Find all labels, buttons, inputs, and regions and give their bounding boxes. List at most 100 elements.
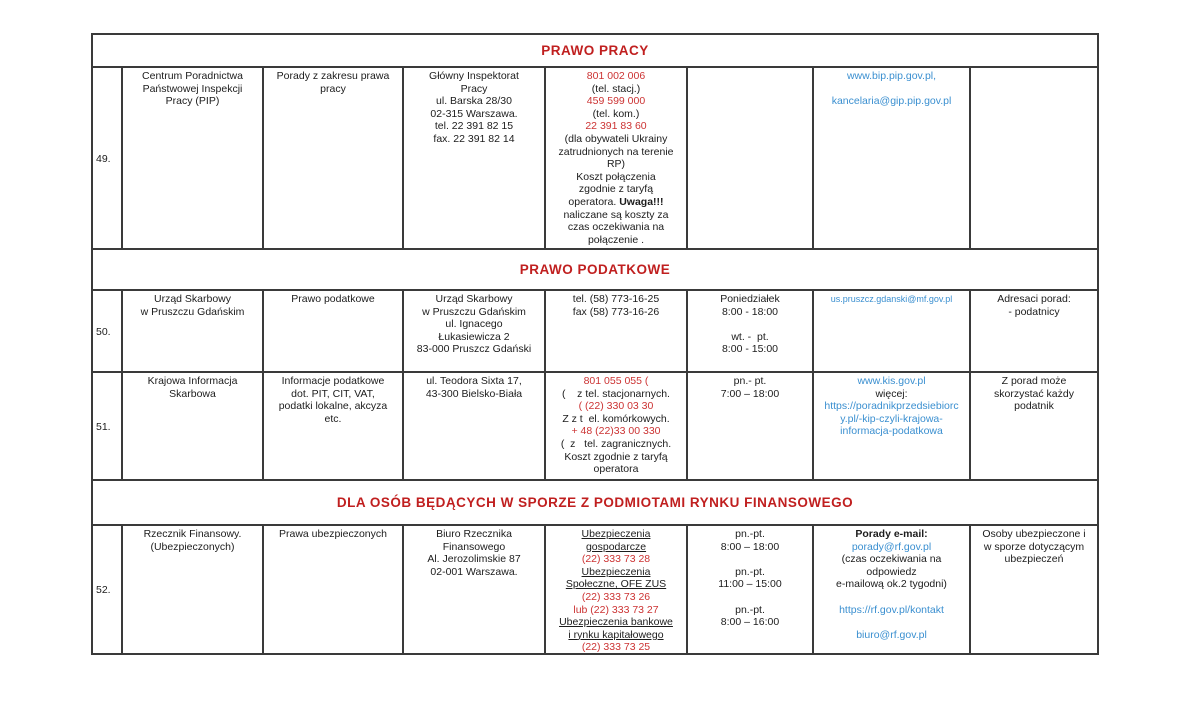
cell-line: ( (22) 330 03 30 — [578, 400, 654, 413]
cell-line: fax (58) 773-16-26 — [572, 305, 660, 318]
cell-line: 8:00 - 18:00 — [721, 305, 779, 318]
cell-institution: Krajowa Informacja Skarbowa — [123, 373, 264, 479]
cell-hours: Poniedziałek 8:00 - 18:00 wt. - pt. 8:00 -… — [688, 291, 814, 371]
cell-line-part: operatora. — [568, 195, 620, 208]
cell-addressees: Z porad może skorzystać każdy podatnik — [971, 373, 1097, 479]
cell-institution: Urząd Skarbowy w Pruszczu Gdańskim — [123, 291, 264, 371]
cell-line: ul. Barska 28/30 — [436, 95, 512, 108]
cell-address: Główny Inspektorat Pracy ul. Barska 28/30 0… — [404, 68, 546, 248]
cell-line: tel. 22 391 82 15 — [434, 120, 514, 133]
cell-line: Prawo podatkowe — [291, 293, 375, 305]
cell-line: Z z t el. komórkowych. — [562, 412, 670, 425]
cell-phone: 801 002 006 (tel. stacj.) 459 599 000 (tel.… — [546, 68, 688, 248]
cell-line: wt. - pt. — [731, 330, 769, 343]
link-text[interactable]: www.bip.pip.gov.pl, — [846, 70, 937, 82]
link-text[interactable]: www.kis.gov.pl — [857, 375, 926, 387]
cell-line: (22) 333 73 26 — [581, 590, 651, 603]
cell-line: + 48 (22)33 00 330 — [571, 425, 661, 438]
cell-hours — [688, 68, 814, 248]
cell-institution: Rzecznik Finansowy. (Ubezpieczonych) — [123, 526, 264, 653]
cell-line: ul. Teodora Sixta 17, — [426, 375, 522, 387]
cell-line: ( z tel. zagranicznych. — [560, 437, 672, 450]
section-title: PRAWO PRACY — [541, 43, 649, 58]
cell-line: Łukasiewicza 2 — [438, 330, 510, 343]
cell-line — [689, 553, 811, 566]
row-number: 51. — [93, 373, 123, 479]
link-text[interactable]: y.pl/-kip-czyli-krajowa- — [840, 412, 943, 425]
cell-line — [815, 616, 968, 629]
cell-line: Porady e-mail: — [855, 528, 928, 540]
cell-line: Ubezpieczenia — [581, 528, 651, 540]
cell-line: odpowiedz — [866, 565, 917, 578]
cell-line: Biuro Rzecznika — [436, 528, 512, 540]
cell-line: i rynku kapitałowego — [568, 628, 664, 641]
cell-addressees — [971, 68, 1097, 248]
cell-line: lub (22) 333 73 27 — [573, 603, 659, 616]
row-number-label: 51. — [96, 420, 111, 433]
cell-line: e-mailową ok.2 tygodni) — [836, 578, 947, 591]
link-text[interactable]: informacja-podatkowa — [840, 425, 943, 438]
cell-line: w Pruszczu Gdańskim — [422, 305, 526, 318]
cell-hours: pn.-pt. 8:00 – 18:00 pn.-pt. 11:00 – 15:00… — [688, 526, 814, 653]
cell-line: Społeczne, OFE ZUS — [565, 578, 667, 591]
cell-scope: Porady z zakresu prawa pracy — [264, 68, 404, 248]
section-header-prawo-podatkowe: PRAWO PODATKOWE — [93, 250, 1097, 291]
link-text[interactable]: biuro@rf.gov.pl — [856, 628, 927, 641]
cell-line: pracy — [320, 82, 346, 95]
row-number: 52. — [93, 526, 123, 653]
cell-line: (tel. kom.) — [592, 107, 640, 120]
cell-phone: Ubezpieczenia gospodarcze (22) 333 73 28 Ub… — [546, 526, 688, 653]
cell-line: operatora — [593, 463, 639, 476]
cell-line: 8:00 – 18:00 — [720, 540, 780, 553]
cell-line: 8:00 - 15:00 — [721, 343, 779, 356]
cell-scope: Informacje podatkowe dot. PIT, CIT, VAT, p… — [264, 373, 404, 479]
section-header-spory-finansowe: DLA OSÓB BĘDĄCYCH W SPORZE Z PODMIOTAMI … — [93, 481, 1097, 526]
row-number-label: 49. — [96, 152, 111, 165]
link-text[interactable]: us.pruszcz.gdanski@mf.gov.pl — [830, 294, 953, 304]
link-text[interactable]: https://rf.gov.pl/kontakt — [839, 603, 944, 616]
cell-line: (22) 333 73 25 — [581, 641, 651, 653]
cell-line: podatnik — [1014, 400, 1054, 413]
cell-scope: Prawo podatkowe — [264, 291, 404, 371]
cell-line: fax. 22 391 82 14 — [433, 132, 515, 145]
cell-line: pn.- pt. — [733, 375, 767, 387]
link-text[interactable]: kancelaria@gip.pip.gov.pl — [831, 95, 952, 108]
cell-line: Osoby ubezpieczone i — [982, 528, 1086, 540]
cell-line: Rzecznik Finansowy. — [143, 528, 242, 540]
link-text[interactable]: porady@rf.gov.pl — [851, 540, 932, 553]
cell-line: Finansowego — [442, 540, 506, 553]
cell-phone: 801 055 055 (( z tel. stacjonarnych.( (2… — [546, 373, 688, 479]
cell-line: 02-315 Warszawa. — [430, 107, 518, 120]
cell-line: ubezpieczeń — [1004, 553, 1064, 566]
cell-address: Urząd Skarbowy w Pruszczu Gdańskim ul. Ign… — [404, 291, 546, 371]
link-text[interactable]: https://poradnikprzedsiebiorc — [824, 400, 959, 413]
cell-contact: www.kis.gov.pl więcej: https://poradnikprz… — [814, 373, 971, 479]
cell-line: gospodarcze — [585, 540, 647, 553]
cell-line: pn.-pt. — [735, 528, 765, 540]
cell-line: czas oczekiwania na — [567, 221, 665, 234]
cell-line — [689, 318, 811, 331]
cell-line: skorzystać każdy — [994, 387, 1074, 400]
table-row-50: 50. Urząd Skarbowy w Pruszczu Gdańskim Pr… — [93, 291, 1097, 373]
cell-line: (Ubezpieczonych) — [150, 540, 235, 553]
cell-institution: Centrum Poradnictwa Państwowej Inspekcji P… — [123, 68, 264, 248]
cell-line: (dla obywateli Ukrainy — [564, 132, 668, 145]
cell-line: - podatnicy — [1008, 305, 1060, 318]
table-row-52: 52. Rzecznik Finansowy. (Ubezpieczonych) … — [93, 526, 1097, 653]
cell-line — [689, 591, 811, 604]
cell-line: Centrum Poradnictwa — [142, 70, 243, 82]
cell-address: ul. Teodora Sixta 17, 43-300 Bielsko-Biał… — [404, 373, 546, 479]
cell-line: Adresaci porad: — [997, 293, 1071, 305]
cell-contact: www.bip.pip.gov.pl, kancelaria@gip.pip.g… — [814, 68, 971, 248]
cell-line: pn.-pt. — [735, 565, 765, 578]
table-row-51: 51. Krajowa Informacja Skarbowa Informacj… — [93, 373, 1097, 481]
cell-line: zatrudnionych na terenie — [558, 145, 674, 158]
section-title: DLA OSÓB BĘDĄCYCH W SPORZE Z PODMIOTAMI … — [336, 495, 854, 510]
cell-line: Poniedziałek — [720, 293, 780, 305]
row-number-label: 50. — [96, 325, 111, 338]
cell-line: Z porad może — [1001, 375, 1067, 387]
cell-line: Koszt połączenia — [576, 170, 656, 183]
cell-line: Informacje podatkowe — [281, 375, 385, 387]
cell-line — [815, 83, 968, 96]
